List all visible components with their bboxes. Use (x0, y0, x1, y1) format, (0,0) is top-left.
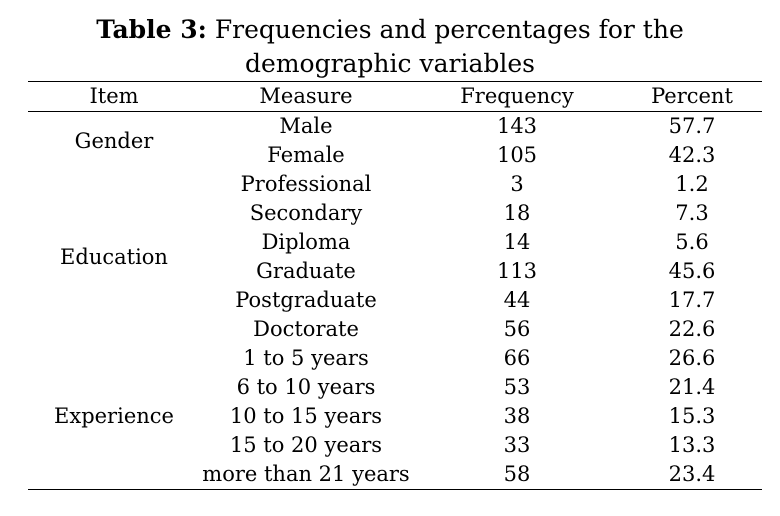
table-row: Female 105 42.3 (28, 141, 762, 170)
percent-cell: 17.7 (668, 288, 716, 312)
percent-cell: 23.4 (668, 462, 716, 486)
percent-cell: 5.6 (675, 230, 709, 254)
frequency-cell: 3 (510, 172, 524, 196)
percent-cell: 45.6 (668, 259, 716, 283)
percent-cell: 21.4 (668, 375, 716, 399)
measure-cell: 6 to 10 years (236, 375, 376, 399)
frequency-cell: 38 (503, 404, 531, 428)
table-caption: Table 3: Frequencies and percentages for… (0, 13, 780, 81)
item-cell: Education (60, 244, 168, 269)
frequency-cell: 113 (496, 259, 538, 283)
measure-cell: 15 to 20 years (229, 433, 383, 457)
frequency-cell: 56 (503, 317, 531, 341)
table-row: Gender Male 143 57.7 (28, 112, 762, 153)
percent-cell: 7.3 (675, 201, 709, 225)
measure-cell: 10 to 15 years (229, 404, 383, 428)
measure-cell: Female (267, 143, 345, 167)
caption-line-2: demographic variables (245, 49, 535, 78)
measure-cell: Male (279, 114, 333, 138)
percent-cell: 1.2 (675, 172, 709, 196)
percent-cell: 22.6 (668, 317, 716, 341)
table-row: Graduate 113 45.6 (28, 257, 762, 286)
measure-cell: Doctorate (253, 317, 359, 341)
percent-cell: 15.3 (668, 404, 716, 428)
frequency-cell: 58 (503, 462, 531, 486)
header-percent: Percent (651, 84, 733, 108)
caption-text: Frequencies and percentages for the (214, 15, 684, 44)
frequency-cell: 44 (503, 288, 531, 312)
frequency-cell: 143 (496, 114, 538, 138)
item-cell: Gender (74, 128, 154, 153)
percent-cell: 26.6 (668, 346, 716, 370)
caption-line-1: Table 3: Frequencies and percentages for… (0, 13, 780, 47)
header-frequency: Frequency (460, 84, 574, 108)
table-row: 6 to 10 years 53 21.4 (28, 373, 762, 402)
table-row: Postgraduate 44 17.7 (28, 286, 762, 315)
demographics-table: Item Measure Frequency Percent Gender Ma… (28, 81, 762, 490)
table-row: Diploma 14 5.6 (28, 228, 762, 257)
percent-cell: 57.7 (668, 114, 716, 138)
table-row: Experience 1 to 5 years 66 26.6 (28, 344, 762, 428)
percent-cell: 13.3 (668, 433, 716, 457)
table-row: 15 to 20 years 33 13.3 (28, 431, 762, 460)
table-row: 10 to 15 years 38 15.3 (28, 402, 762, 431)
measure-cell: 1 to 5 years (243, 346, 369, 370)
header-measure: Measure (259, 84, 353, 108)
measure-cell: Postgraduate (235, 288, 377, 312)
measure-cell: Secondary (249, 201, 363, 225)
frequency-cell: 66 (503, 346, 531, 370)
measure-cell: more than 21 years (202, 462, 410, 486)
header-row: Item Measure Frequency Percent (28, 81, 762, 112)
header-item: Item (89, 84, 139, 108)
table-row: Secondary 18 7.3 (28, 199, 762, 228)
caption-label: Table 3: (96, 15, 207, 44)
table-row: Education Professional 3 1.2 (28, 170, 762, 269)
item-cell: Experience (54, 404, 174, 428)
frequency-cell: 53 (503, 375, 531, 399)
table-row: more than 21 years 58 23.4 (28, 460, 762, 490)
measure-cell: Graduate (256, 259, 356, 283)
table-row: Doctorate 56 22.6 (28, 315, 762, 344)
frequency-cell: 18 (503, 201, 531, 225)
frequency-cell: 14 (503, 230, 531, 254)
measure-cell: Professional (240, 172, 372, 196)
table-body: Gender Male 143 57.7 Female 105 42.3 Edu… (28, 112, 762, 490)
frequency-cell: 33 (503, 433, 531, 457)
frequency-cell: 105 (496, 143, 538, 167)
percent-cell: 42.3 (668, 143, 716, 167)
measure-cell: Diploma (261, 230, 351, 254)
